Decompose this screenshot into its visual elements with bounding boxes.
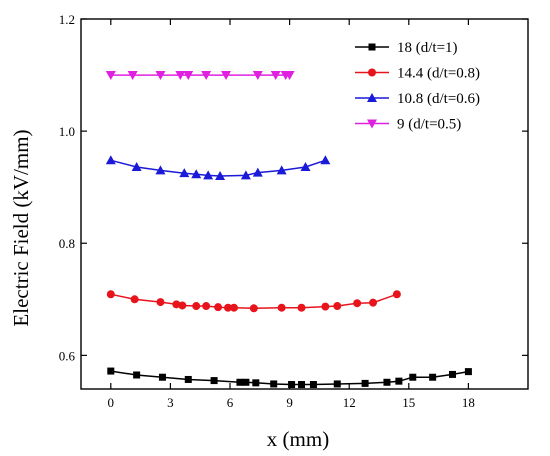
data-point-14-4-d-t-0-8 [353, 299, 362, 308]
data-point-10-8-d-t-0-6 [203, 170, 214, 180]
data-point-14-4-d-t-0-8 [321, 302, 330, 311]
data-point-10-8-d-t-0-6 [215, 170, 226, 180]
data-point-14-4-d-t-0-8 [106, 290, 115, 299]
y-tick-label: 1.2 [59, 12, 75, 27]
data-point-18-d-t-1 [298, 381, 306, 389]
x-tick-label: 6 [227, 395, 234, 410]
data-point-9-d-t-0-5 [175, 71, 186, 81]
data-point-14-4-d-t-0-8 [178, 301, 187, 310]
data-point-14-4-d-t-0-8 [130, 295, 139, 304]
data-point-18-d-t-1 [383, 378, 391, 386]
data-point-18-d-t-1 [361, 379, 369, 387]
data-point-9-d-t-0-5 [155, 71, 166, 81]
series-line-10-8-d-t-0-6 [110, 159, 326, 177]
data-point-9-d-t-0-5 [270, 71, 281, 81]
x-tick-label: 18 [462, 395, 475, 410]
x-tick-label: 15 [402, 395, 415, 410]
data-point-10-8-d-t-0-6 [300, 162, 311, 171]
legend-marker-9-d-t-0-5 [367, 119, 377, 129]
data-point-14-4-d-t-0-8 [192, 302, 201, 311]
y-tick-label: 0.8 [59, 236, 75, 251]
legend-marker-10-8-d-t-0-6 [367, 93, 377, 102]
data-point-14-4-d-t-0-8 [156, 298, 165, 307]
x-axis-title: x (mm) [267, 427, 329, 451]
data-point-18-d-t-1 [236, 378, 244, 386]
data-point-18-d-t-1 [158, 373, 166, 381]
data-point-18-d-t-1 [333, 380, 341, 388]
data-point-10-8-d-t-0-6 [320, 155, 331, 165]
legend-marker-18-d-t-1 [368, 43, 376, 51]
data-point-14-4-d-t-0-8 [172, 300, 181, 309]
data-point-10-8-d-t-0-6 [155, 165, 166, 175]
data-point-10-8-d-t-0-6 [179, 168, 190, 178]
data-point-18-d-t-1 [464, 368, 472, 376]
data-point-10-8-d-t-0-6 [240, 170, 251, 180]
data-point-18-d-t-1 [210, 377, 218, 385]
legend-label-14-4-d-t-0-8: 14.4 (d/t=0.8) [397, 66, 480, 82]
x-tick-label: 9 [286, 395, 293, 410]
x-tick-label: 12 [343, 395, 356, 410]
y-tick-label: 1.0 [59, 124, 75, 139]
data-point-10-8-d-t-0-6 [252, 167, 263, 177]
data-point-9-d-t-0-5 [221, 71, 232, 81]
data-point-14-4-d-t-0-8 [214, 303, 223, 312]
x-tick-label: 3 [167, 395, 174, 410]
data-point-14-4-d-t-0-8 [277, 303, 286, 312]
data-point-9-d-t-0-5 [284, 71, 295, 81]
y-tick-label: 0.6 [59, 348, 76, 363]
data-point-9-d-t-0-5 [127, 71, 138, 81]
data-point-14-4-d-t-0-8 [297, 303, 306, 312]
data-point-9-d-t-0-5 [201, 71, 212, 81]
legend-label-10-8-d-t-0-6: 10.8 (d/t=0.6) [397, 91, 480, 107]
plot-frame [80, 18, 529, 390]
data-point-9-d-t-0-5 [183, 71, 194, 81]
data-point-10-8-d-t-0-6 [131, 162, 142, 171]
y-axis-title: Electric Field (kV/mm) [9, 129, 33, 326]
data-point-18-d-t-1 [449, 370, 457, 378]
data-point-18-d-t-1 [409, 373, 417, 381]
data-point-9-d-t-0-5 [105, 71, 116, 81]
legend-label-18-d-t-1: 18 (d/t=1) [397, 40, 458, 56]
data-point-14-4-d-t-0-8 [333, 302, 342, 311]
data-point-18-d-t-1 [133, 371, 141, 379]
data-point-18-d-t-1 [270, 380, 278, 388]
data-point-9-d-t-0-5 [252, 71, 263, 81]
data-point-18-d-t-1 [395, 377, 403, 385]
data-point-18-d-t-1 [184, 375, 192, 383]
data-point-14-4-d-t-0-8 [229, 303, 238, 312]
data-point-10-8-d-t-0-6 [191, 169, 202, 179]
legend-label-9-d-t-0-5: 9 (d/t=0.5) [397, 117, 461, 133]
data-point-10-8-d-t-0-6 [105, 155, 116, 165]
x-tick-label: 0 [108, 395, 115, 410]
data-point-10-8-d-t-0-6 [276, 165, 287, 175]
data-point-18-d-t-1 [309, 381, 317, 389]
data-point-14-4-d-t-0-8 [249, 304, 258, 313]
data-point-14-4-d-t-0-8 [369, 298, 378, 307]
data-point-18-d-t-1 [252, 379, 260, 387]
data-point-18-d-t-1 [429, 373, 437, 381]
data-point-18-d-t-1 [242, 378, 250, 386]
legend-marker-14-4-d-t-0-8 [368, 68, 376, 77]
data-point-18-d-t-1 [288, 381, 296, 389]
data-point-14-4-d-t-0-8 [202, 302, 211, 311]
data-point-14-4-d-t-0-8 [392, 290, 401, 299]
data-point-14-4-d-t-0-8 [224, 303, 233, 312]
data-point-18-d-t-1 [107, 367, 115, 375]
